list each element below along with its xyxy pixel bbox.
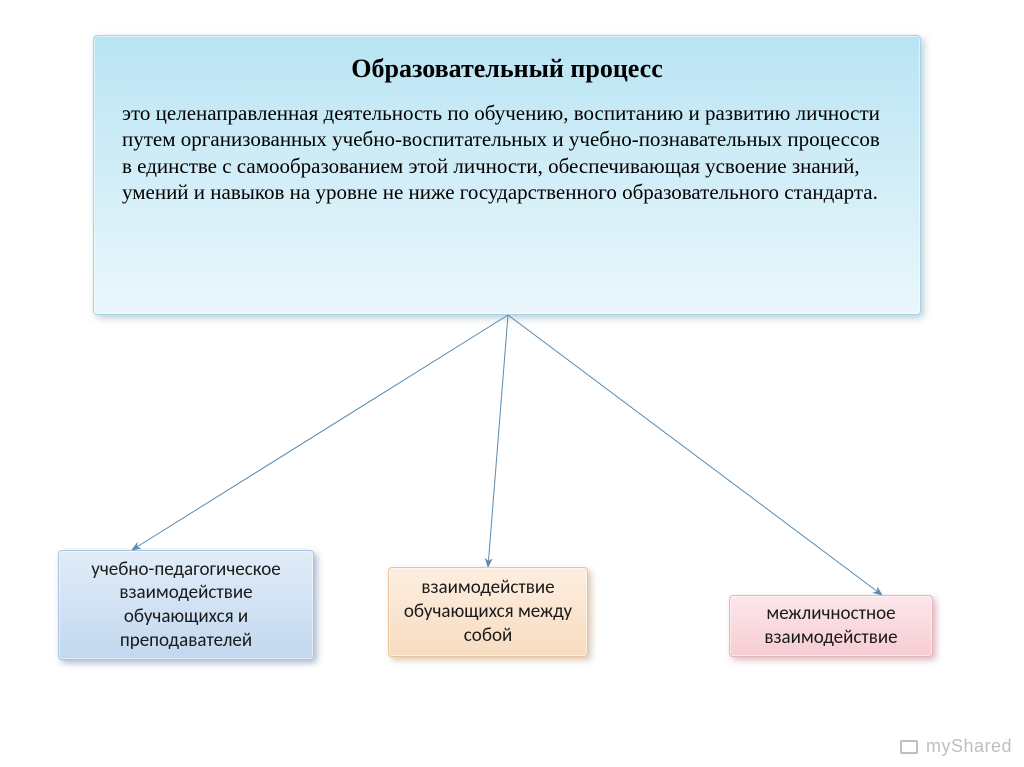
child-label-2: взаимодействие обучающихся между собой [399,576,577,647]
presentation-icon [898,738,920,756]
watermark-text: myShared [926,736,1012,757]
child-box-2: взаимодействие обучающихся между собой [388,567,588,657]
child-box-1: учебно-педагогическое взаимодействие обу… [58,550,314,660]
main-definition-box: Образовательный процесс это целенаправле… [93,35,921,315]
main-body: это целенаправленная деятельность по обу… [122,100,892,205]
main-title: Образовательный процесс [122,54,892,84]
watermark: myShared [898,736,1012,757]
child-label-3: межличностное взаимодействие [740,602,922,650]
child-label-1: учебно-педагогическое взаимодействие обу… [69,558,303,653]
child-box-3: межличностное взаимодействие [729,595,933,657]
